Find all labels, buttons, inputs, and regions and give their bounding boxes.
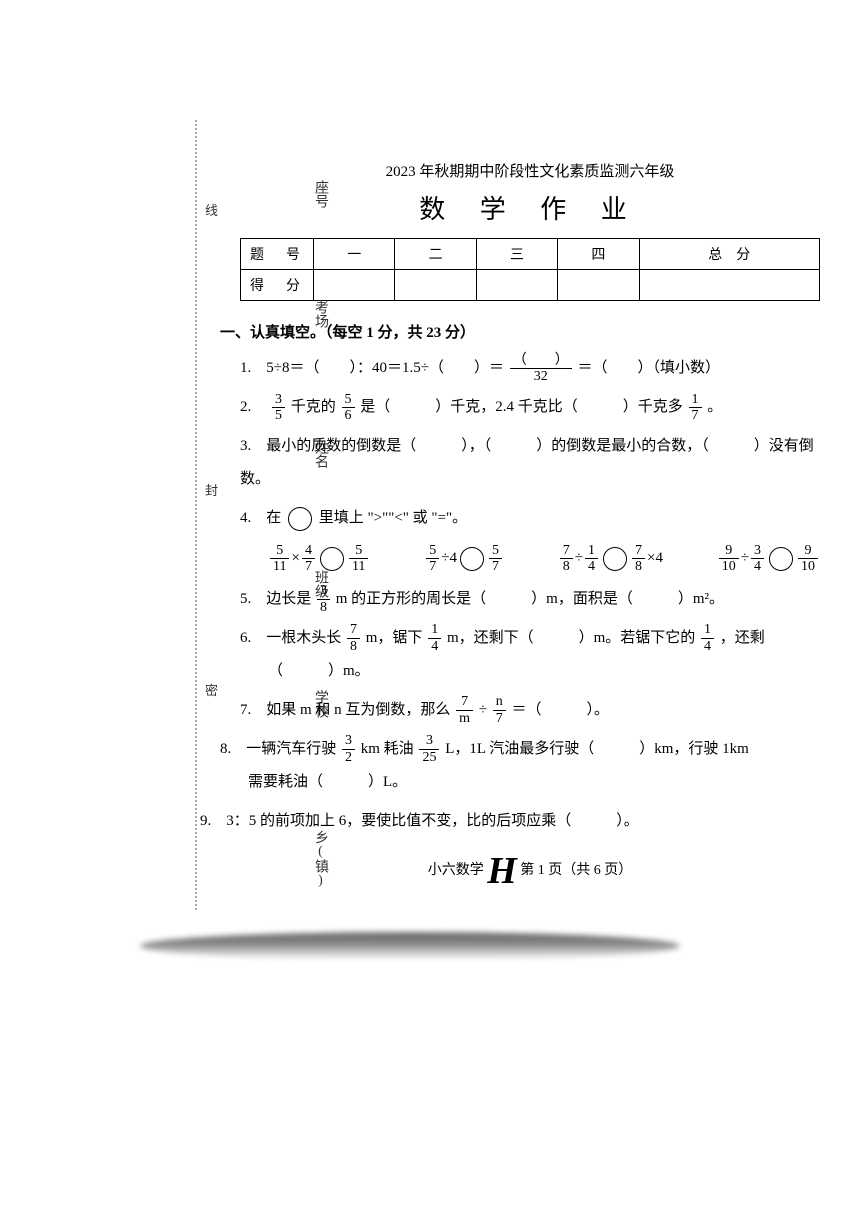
question-2: 2. 35 千克的 56 是（ ）千克，2.4 千克比（ ）千克多 17 。 <box>240 391 820 424</box>
q8-f1: 32 <box>342 733 355 765</box>
question-3: 3. 最小的质数的倒数是（ ），（ ）的倒数是最小的合数，（ ）没有倒数。 <box>240 430 820 496</box>
col-3: 三 <box>476 239 557 270</box>
q8-a: 8. 一辆汽车行驶 <box>220 741 336 757</box>
question-1: 1. 5÷8＝（ ）：40＝1.5÷（ ）＝ （ ）32 ＝（ ）（填小数） <box>240 352 820 385</box>
q4-tail: 里填上 ">""<" 或 "="。 <box>319 510 467 526</box>
q5-a: 5. 边长是 <box>240 591 311 607</box>
q6-d: ，还剩 <box>720 630 765 646</box>
question-5: 5. 边长是 38 m 的正方形的周长是（ ）m，面积是（ ）m²。 <box>240 583 820 616</box>
binding-dotline <box>195 120 197 910</box>
score-1 <box>314 270 395 301</box>
col-total: 总 分 <box>639 239 820 270</box>
q4-item-3: 78 ÷ 14 78 ×4 <box>558 543 663 575</box>
q7-b: ＝（ ）。 <box>512 702 610 718</box>
exam-page: 座号 考场 姓名 班级 学校 乡(镇) 线 封 密 2023 年秋期期中阶段性文… <box>0 0 860 1216</box>
circle-icon <box>460 547 484 571</box>
q5-b: m 的正方形的周长是（ ）m，面积是（ ）m²。 <box>336 591 724 607</box>
header-title: 数 学 作 业 <box>240 189 820 226</box>
q1-prefix: 1. 5÷8＝（ ）：40＝1.5÷（ ）＝ <box>240 360 504 376</box>
q4-item-2: 57 ÷4 57 <box>424 543 504 575</box>
question-9: 9. 3：5 的前项加上 6，要使比值不变，比的后项应乘（ ）。 <box>200 805 820 838</box>
q7-f1: 7m <box>456 694 473 726</box>
q8-b: km 耗油 <box>361 741 414 757</box>
q2-a: 2. <box>240 399 266 415</box>
question-7: 7. 如果 m 和 n 互为倒数，那么 7m ÷ n7 ＝（ ）。 <box>240 694 820 727</box>
q2-f3: 17 <box>689 392 702 424</box>
page-shadow <box>140 932 680 960</box>
q2-end: 。 <box>707 399 722 415</box>
footer-left: 小六数学 <box>428 863 484 878</box>
footer-page: 第 1 页（共 6 页） <box>520 863 632 878</box>
score-2 <box>395 270 476 301</box>
q6-f1: 78 <box>347 622 360 654</box>
q2-f2: 56 <box>342 392 355 424</box>
q4-items: 511 × 47 511 57 ÷4 57 78 ÷ 14 78 ×4 <box>268 543 820 575</box>
q4-item-4: 910 ÷ 34 910 <box>717 543 820 575</box>
score-total <box>639 270 820 301</box>
q8-line2: 需要耗油（ ）L。 <box>248 766 820 799</box>
q7-a: 7. 如果 m 和 n 互为倒数，那么 <box>240 702 450 718</box>
circle-icon <box>320 547 344 571</box>
question-6: 6. 一根木头长 78 m，锯下 14 m，还剩下（ ）m。若锯下它的 14 ，… <box>240 622 820 688</box>
q6-line2: （ ）m。 <box>268 655 820 688</box>
q5-f: 38 <box>317 583 330 615</box>
q2-mid2: 是（ ）千克，2.4 千克比（ ）千克多 <box>360 399 683 415</box>
header-subtitle: 2023 年秋期期中阶段性文化素质监测六年级 <box>240 160 820 181</box>
q8-c: L，1L 汽油最多行驶（ ）km，行驶 1km <box>445 741 749 757</box>
score-value-row: 得 分 <box>241 270 820 301</box>
q1-blank-frac: （ ）32 <box>510 353 572 385</box>
score-4 <box>558 270 639 301</box>
q1-suffix: ＝（ ）（填小数） <box>577 360 720 376</box>
question-8: 8. 一辆汽车行驶 32 km 耗油 325 L，1L 汽油最多行驶（ ）km，… <box>220 733 820 799</box>
circle-icon <box>288 507 312 531</box>
score-label: 得 分 <box>241 270 314 301</box>
question-4: 4. 在 里填上 ">""<" 或 "="。 <box>240 502 820 535</box>
q6-b: m，锯下 <box>366 630 423 646</box>
q4-head: 4. 在 <box>240 510 281 526</box>
circle-icon <box>769 547 793 571</box>
seal-line: 线 <box>205 200 218 219</box>
seal-mi: 密 <box>205 680 218 699</box>
circle-icon <box>603 547 627 571</box>
q7-mid: ÷ <box>479 702 487 718</box>
col-2: 二 <box>395 239 476 270</box>
watermark-h-icon: H <box>487 852 517 890</box>
col-4: 四 <box>558 239 639 270</box>
q8-f2: 325 <box>419 733 439 765</box>
q6-f3: 14 <box>701 622 714 654</box>
q2-f1: 35 <box>272 392 285 424</box>
col-1: 一 <box>314 239 395 270</box>
q6-c: m，还剩下（ ）m。若锯下它的 <box>447 630 695 646</box>
score-header-row: 题 号 一 二 三 四 总 分 <box>241 239 820 270</box>
section-1-title: 一、认真填空。（每空 1 分，共 23 分） <box>220 321 820 342</box>
content-area: 2023 年秋期期中阶段性文化素质监测六年级 数 学 作 业 题 号 一 二 三… <box>240 160 820 890</box>
score-table: 题 号 一 二 三 四 总 分 得 分 <box>240 238 820 301</box>
q6-a: 6. 一根木头长 <box>240 630 341 646</box>
q2-mid1: 千克的 <box>291 399 336 415</box>
seal-feng: 封 <box>205 480 218 499</box>
score-3 <box>476 270 557 301</box>
q7-f2: n7 <box>493 694 506 726</box>
page-footer: 小六数学 H 第 1 页（共 6 页） <box>240 852 820 890</box>
q6-f2: 14 <box>428 622 441 654</box>
col-label: 题 号 <box>241 239 314 270</box>
q4-item-1: 511 × 47 511 <box>268 543 370 575</box>
